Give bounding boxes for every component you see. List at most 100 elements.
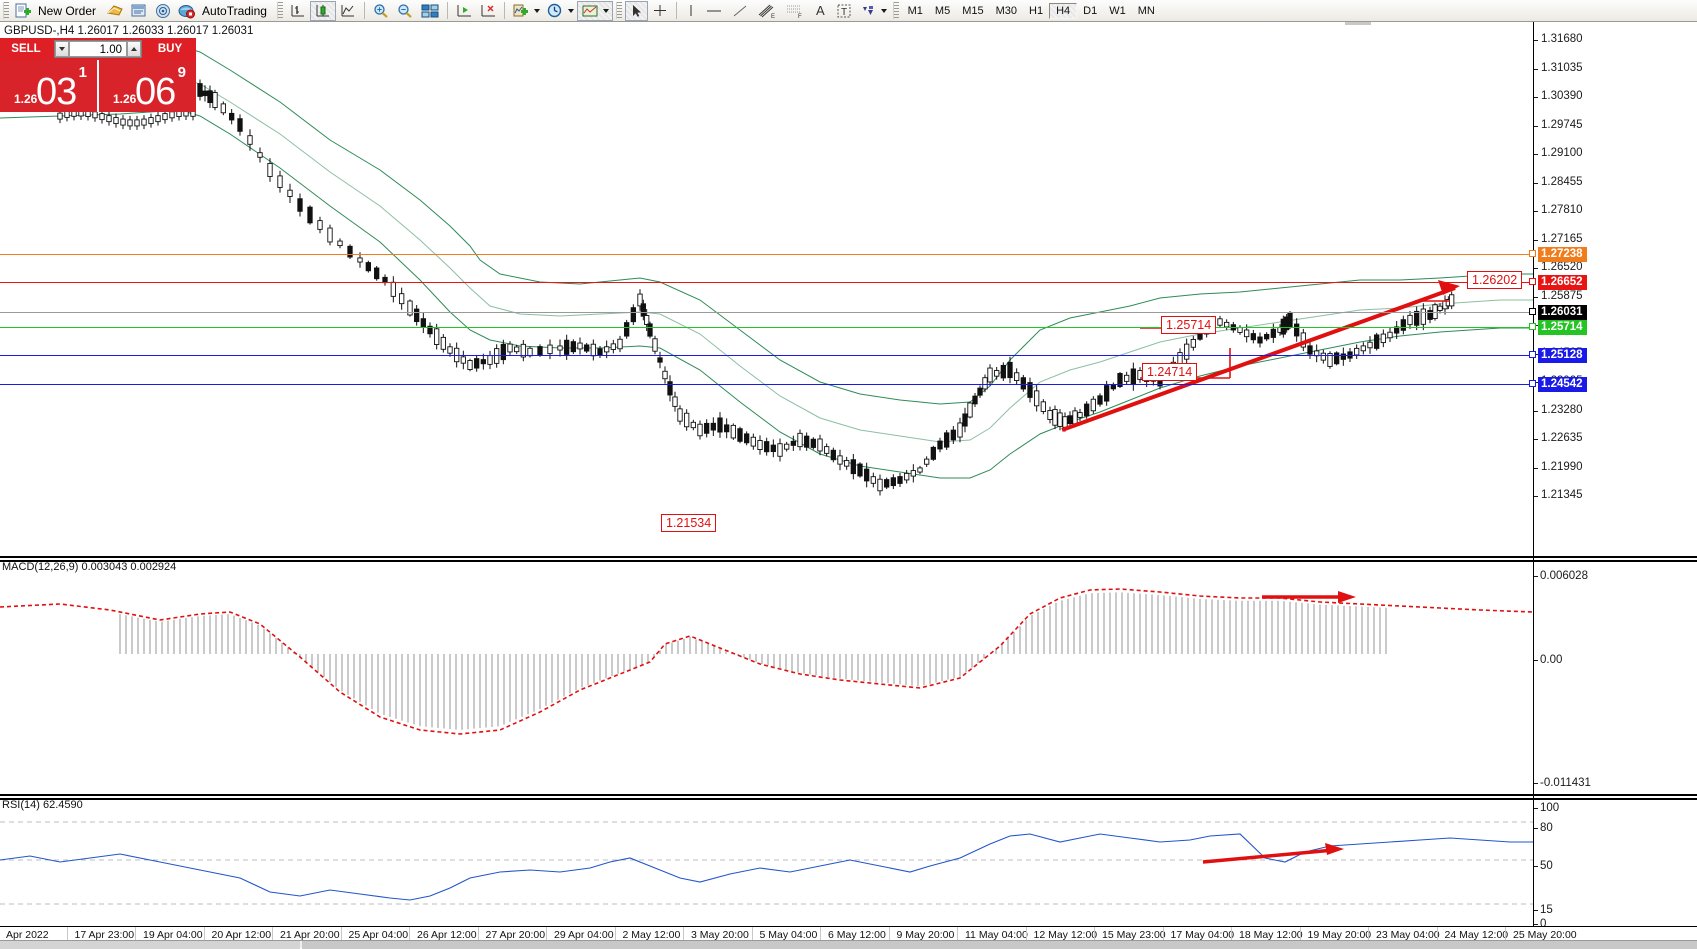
support-level-tag[interactable]: 1.25714 [1538,320,1587,335]
chart-shift-button[interactable] [452,1,476,21]
sell-level-tag-handle[interactable] [1529,278,1536,285]
navigator-button[interactable] [127,1,151,21]
one-click-trading-panel[interactable]: SELL 1.00 BUY 1.26 03 1 1.26 06 9 [0,38,196,113]
macd-tick-label: -0.011431 [1540,777,1591,789]
chevron-down-icon[interactable] [533,8,540,13]
candlestick-chart-button[interactable] [309,0,336,21]
navigator-icon [131,4,146,16]
annot-1-21534[interactable]: 1.21534 [661,514,717,532]
volume-input[interactable]: 1.00 [69,41,127,57]
crosshair-button[interactable] [648,1,672,21]
sell-level-tag[interactable]: 1.26652 [1538,275,1587,290]
cursor-button[interactable] [624,0,648,21]
zoom-out-button[interactable] [393,1,417,21]
current-price-tag-handle[interactable] [1529,308,1536,315]
toolbar-grip-3[interactable] [615,2,622,19]
buy-button[interactable]: BUY [157,43,183,55]
trendline-button[interactable] [727,1,753,21]
volume-decrease-button[interactable] [55,41,69,57]
resistance-level-tag[interactable]: 1.27238 [1538,247,1587,262]
buy-price-display[interactable]: 1.26 06 9 [97,60,196,113]
indicators-button[interactable] [509,1,543,21]
price-tick-label: 1.27810 [1541,204,1583,216]
level-line-1-27238[interactable] [0,254,1533,255]
annot-1-26202[interactable]: 1.26202 [1467,271,1523,289]
tile-windows-button[interactable] [417,1,443,21]
chevron-down-icon-4[interactable] [880,8,887,13]
market-watch-button[interactable] [151,1,175,21]
level-line-1-25714[interactable] [0,327,1533,328]
rsi-tick [1534,910,1538,911]
level-line-1-26652[interactable] [0,282,1533,283]
rsi-tick-label: 0 [1540,918,1547,930]
line-chart-button[interactable] [336,1,360,21]
chevron-down-icon-2[interactable] [567,8,574,13]
lower-level-1-tag-handle[interactable] [1529,351,1536,358]
time-separator [546,927,547,945]
lower-level-1-tag[interactable]: 1.25128 [1538,348,1587,363]
templates-button[interactable] [576,0,613,21]
chevron-down-icon-3[interactable] [602,8,609,13]
level-line-1-25128[interactable] [0,355,1533,356]
level-line-1-26031[interactable] [0,312,1533,313]
macd-pane[interactable]: MACD(12,26,9) 0.003043 0.002924 [0,561,1533,792]
macd-pane-separator [0,556,1697,558]
chart-canvas[interactable]: GBPUSD-,H4 1.26017 1.26033 1.26017 1.260… [0,22,1697,930]
text-label-button[interactable]: T [832,1,856,21]
fibonacci-button[interactable]: F [781,1,809,21]
annot-1-25714[interactable]: 1.25714 [1161,316,1217,334]
time-separator [820,927,821,945]
chart-scroll-marker[interactable] [1345,22,1371,25]
volume-increase-button[interactable] [127,41,141,57]
time-axis-label: 25 Apr 04:00 [348,929,409,941]
status-bar [0,940,1697,949]
price-tick [1534,97,1538,98]
bar-chart-button[interactable] [286,1,310,21]
timeframe-m5[interactable]: M5 [934,4,951,17]
lower-level-2-tag[interactable]: 1.24542 [1538,377,1587,392]
current-price-tag[interactable]: 1.26031 [1538,305,1587,320]
periods-button[interactable] [543,1,577,21]
toolbar-grip-4[interactable] [892,2,899,19]
price-tick [1534,68,1538,70]
timeframe-w1[interactable]: W1 [1109,4,1126,17]
annot-1-24714[interactable]: 1.24714 [1142,363,1198,381]
level-line-1-24542[interactable] [0,384,1533,385]
vertical-line-button[interactable] [681,1,701,21]
svg-text:T: T [841,7,847,18]
horizontal-line-button[interactable] [701,1,727,21]
sell-button[interactable]: SELL [11,43,41,55]
autotrading-button[interactable]: AutoTrading [175,1,274,21]
time-axis[interactable]: Apr 2022 17 Apr 23:00 19 Apr 04:00 20 Apr 1… [0,926,1697,945]
price-tick-label: 1.30390 [1541,90,1583,102]
resistance-level-tag-handle[interactable] [1529,250,1536,257]
toolbar-grip-2[interactable] [276,2,283,19]
zoom-in-button[interactable] [369,1,393,21]
timeframe-h4[interactable]: H4 [1049,2,1078,19]
timeframe-m30[interactable]: M30 [995,4,1017,17]
auto-scroll-button[interactable] [476,1,500,21]
toolbar-grip[interactable] [3,2,9,19]
timeframe-m1[interactable]: M1 [907,4,923,17]
timeframe-h1[interactable]: H1 [1029,4,1044,17]
price-tick [1534,125,1538,127]
time-separator [477,927,479,945]
equidistant-channel-button[interactable]: E [753,1,781,21]
line-chart-icon [341,4,354,16]
new-order-button[interactable]: New Order [12,1,103,21]
rsi-pane[interactable]: RSI(14) 62.4590 [0,799,1533,926]
price-tick-label: 1.22635 [1541,432,1583,444]
shapes-button[interactable] [856,1,890,21]
timeframe-d1[interactable]: D1 [1083,4,1098,17]
data-window-button[interactable] [103,1,127,21]
volume-stepper[interactable]: 1.00 [54,40,142,58]
market-watch-icon [156,3,171,18]
sell-price-display[interactable]: 1.26 03 1 [0,60,97,113]
time-separator [340,927,342,945]
support-level-tag-handle[interactable] [1529,323,1536,330]
text-button[interactable]: A [809,1,832,21]
timeframe-mn[interactable]: MN [1137,4,1155,17]
lower-level-2-tag-handle[interactable] [1529,380,1536,387]
timeframe-m15[interactable]: M15 [962,4,984,17]
time-separator [751,927,753,945]
